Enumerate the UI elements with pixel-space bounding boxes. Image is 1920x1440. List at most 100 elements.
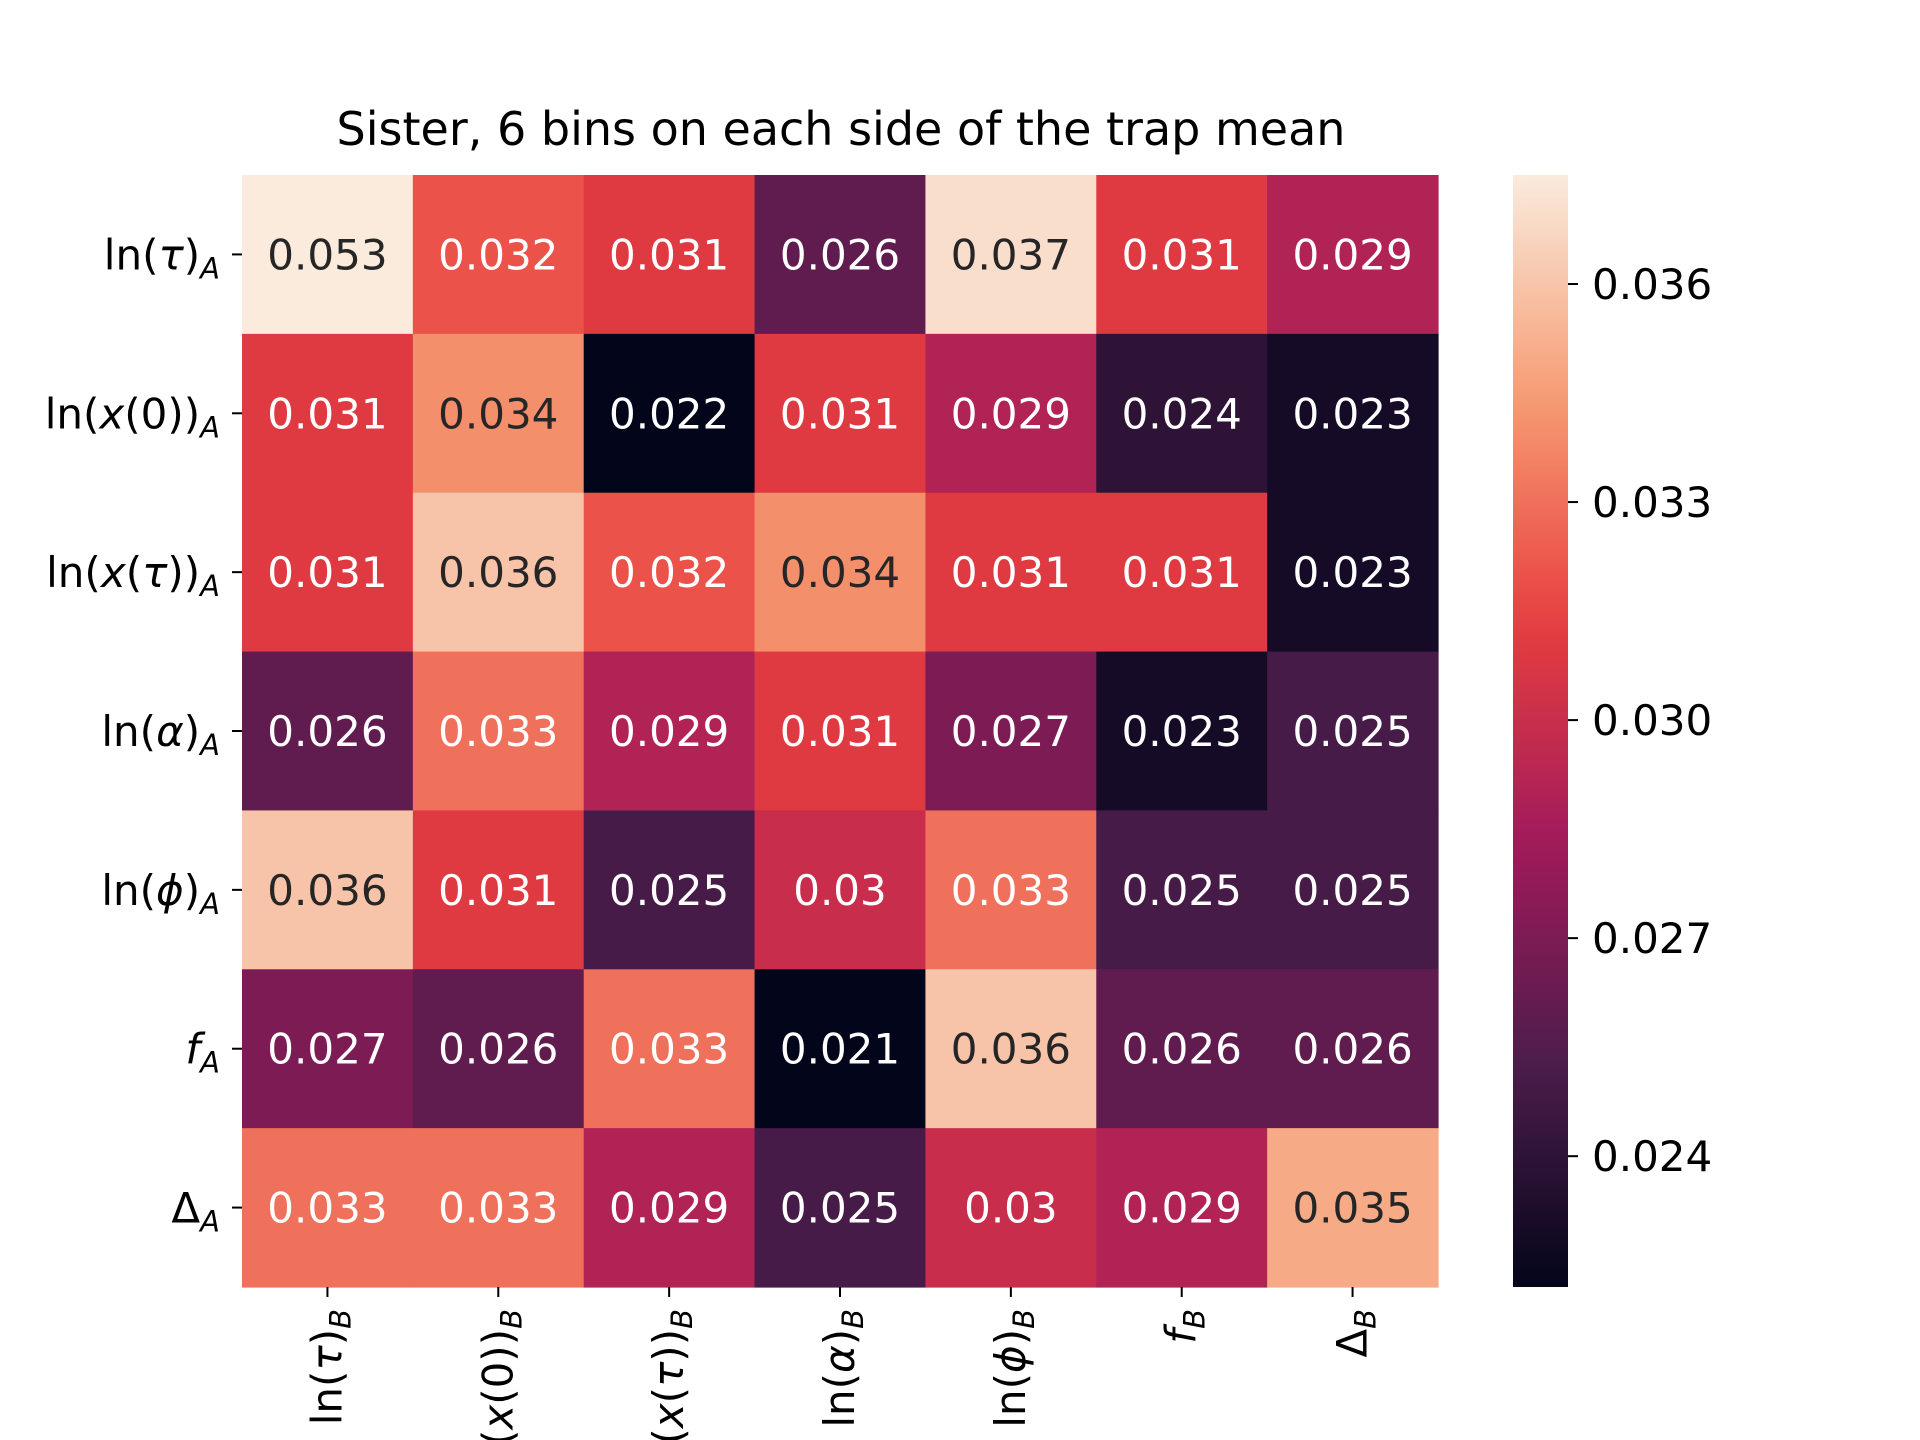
- cell-value-label: 0.031: [267, 389, 387, 438]
- heatmap-cell: [1267, 651, 1439, 812]
- cell-value-label: 0.034: [438, 389, 558, 438]
- heatmap-cell: [1096, 969, 1268, 1129]
- heatmap-cell: [754, 1128, 927, 1288]
- heatmap-cell: [412, 810, 585, 970]
- heatmap-cell: [583, 651, 756, 812]
- x-tick-label: ln(x(τ))B: [644, 1309, 699, 1440]
- cell-value-label: 0.033: [267, 1184, 387, 1233]
- chart-title: Sister, 6 bins on each side of the trap …: [337, 102, 1346, 156]
- cell-value-label: 0.032: [609, 548, 729, 597]
- cell-value-label: 0.033: [438, 1184, 558, 1233]
- cell-value-label: 0.023: [1122, 707, 1242, 756]
- cell-value-label: 0.036: [267, 866, 387, 915]
- heatmap-cell: [1267, 492, 1439, 653]
- cell-value-label: 0.035: [1292, 1184, 1412, 1233]
- heatmap-cell: [583, 810, 756, 970]
- x-tick-label: ln(x(0))B: [473, 1309, 528, 1440]
- heatmap-cell: [1096, 810, 1268, 970]
- heatmap-cell: [242, 492, 414, 653]
- column-labels: ln(τ)B ln(x(0))B ln(x(τ))B ln(α)B ln(ϕ)B fB ΔB: [302, 1287, 1383, 1440]
- heatmap-cell: [583, 333, 756, 494]
- heatmap-cell: [242, 333, 414, 494]
- heatmap-cell: [1096, 1128, 1268, 1288]
- colorbar-tick-label: 0.024: [1592, 1132, 1712, 1181]
- heatmap-cell: [754, 492, 927, 653]
- cell-value-label: 0.031: [780, 389, 900, 438]
- cell-value-label: 0.034: [780, 548, 900, 597]
- cell-value-label: 0.029: [951, 389, 1071, 438]
- heatmap-cell: [1096, 175, 1268, 335]
- cell-value-label: 0.036: [438, 548, 558, 597]
- heatmap-cell: [412, 1128, 585, 1288]
- colorbar-tick-label: 0.027: [1592, 914, 1712, 963]
- heatmap-cell: [754, 969, 927, 1129]
- heatmap-cell: [1096, 651, 1268, 812]
- cell-value-label: 0.021: [780, 1025, 900, 1074]
- cell-value-label: 0.031: [1122, 548, 1242, 597]
- cell-value-label: 0.025: [1292, 866, 1412, 915]
- x-tick-label: ln(α)B: [815, 1309, 870, 1428]
- y-tick-label: ln(x(0))A: [45, 389, 220, 444]
- x-tick-label: ln(τ)B: [302, 1309, 357, 1425]
- cell-value-label: 0.025: [780, 1184, 900, 1233]
- heatmap-cell: [925, 810, 1097, 970]
- heatmap-cell: [925, 333, 1097, 494]
- cell-value-label: 0.033: [438, 707, 558, 756]
- heatmap-cell: [1267, 175, 1439, 335]
- heatmap-cell: [1267, 333, 1439, 494]
- cell-value-label: 0.029: [609, 1184, 729, 1233]
- heatmap-cell: [412, 333, 585, 494]
- cell-value-label: 0.027: [267, 1025, 387, 1074]
- y-tick-label: ln(α)A: [101, 707, 220, 762]
- cell-value-label: 0.027: [951, 707, 1071, 756]
- colorbar-tick-label: 0.030: [1592, 696, 1712, 745]
- heatmap-cell: [412, 651, 585, 812]
- cell-value-label: 0.022: [609, 389, 729, 438]
- cell-value-label: 0.029: [609, 707, 729, 756]
- heatmap-cell: [925, 969, 1097, 1129]
- cell-value-label: 0.025: [1122, 866, 1242, 915]
- x-tick-label: ln(ϕ)B: [986, 1309, 1041, 1428]
- cell-value-label: 0.037: [951, 230, 1071, 279]
- heatmap-cell: [242, 969, 414, 1129]
- cell-value-label: 0.026: [1122, 1025, 1242, 1074]
- heatmap-cell: [412, 969, 585, 1129]
- cell-value-label: 0.023: [1292, 389, 1412, 438]
- cell-value-label: 0.031: [438, 866, 558, 915]
- x-tick-label: ΔB: [1328, 1309, 1383, 1358]
- cell-value-label: 0.031: [951, 548, 1071, 597]
- heatmap-cell: [925, 651, 1097, 812]
- cell-value-label: 0.025: [609, 866, 729, 915]
- cell-value-label: 0.026: [267, 707, 387, 756]
- cell-value-label: 0.026: [1292, 1025, 1412, 1074]
- cell-value-label: 0.036: [951, 1025, 1071, 1074]
- colorbar-tick-label: 0.033: [1592, 478, 1712, 527]
- cell-value-label: 0.03: [793, 866, 887, 915]
- heatmap-cell: [242, 810, 414, 970]
- y-tick-label: ln(ϕ)A: [101, 866, 220, 921]
- heatmap-cell: [1267, 810, 1439, 970]
- cell-value-label: 0.031: [609, 230, 729, 279]
- cell-value-label: 0.029: [1292, 230, 1412, 279]
- heatmap-cell: [925, 1128, 1097, 1288]
- cell-value-label: 0.053: [267, 230, 387, 279]
- cell-value-label: 0.023: [1292, 548, 1412, 597]
- heatmap-cell: [1096, 492, 1268, 653]
- y-tick-label: ln(τ)A: [104, 230, 220, 285]
- heatmap-cell: [754, 175, 927, 335]
- colorbar-tick-label: 0.036: [1592, 260, 1712, 309]
- cell-value-label: 0.032: [438, 230, 558, 279]
- heatmap-cell: [1267, 969, 1439, 1129]
- cell-value-label: 0.026: [780, 230, 900, 279]
- heatmap-cell: [583, 492, 756, 653]
- heatmap-cell: [242, 175, 414, 335]
- colorbar: 0.024 0.027 0.030 0.033 0.036: [1513, 175, 1712, 1287]
- x-tick-label: fB: [1157, 1309, 1212, 1344]
- heatmap-cell: [925, 175, 1097, 335]
- heatmap-cell: [754, 810, 927, 970]
- y-tick-label: fA: [185, 1025, 220, 1080]
- heatmap-cell: [412, 492, 585, 653]
- cell-value-label: 0.031: [267, 548, 387, 597]
- cell-value-label: 0.025: [1292, 707, 1412, 756]
- heatmap-cell: [583, 1128, 756, 1288]
